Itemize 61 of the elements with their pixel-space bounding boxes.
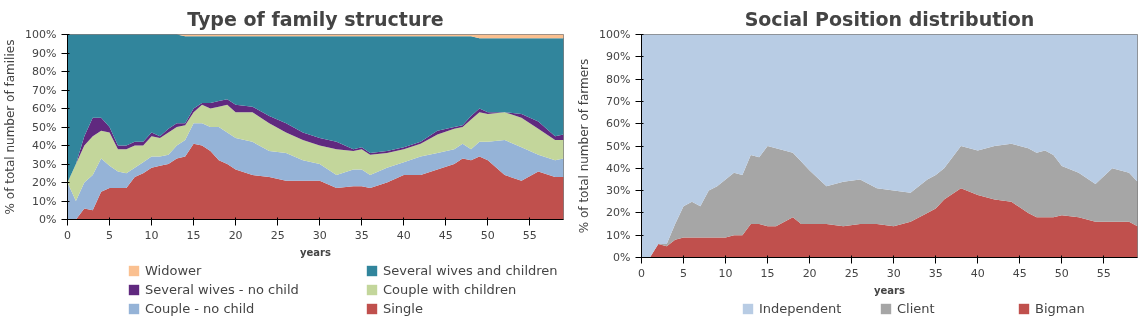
y-tick-label: 40% — [32, 139, 57, 152]
y-tick-label: 20% — [32, 176, 57, 189]
y-tick-label: 50% — [606, 139, 631, 153]
y-tick-label: 0% — [613, 251, 631, 264]
x-tick-label: 40 — [396, 228, 411, 242]
y-tick-label: 100% — [25, 28, 57, 41]
x-tick-label: 30 — [886, 266, 901, 280]
x-tick-label: 5 — [680, 266, 688, 280]
x-tick-label: 25 — [270, 228, 285, 242]
x-axis-title: years — [300, 246, 332, 258]
x-tick-label: 5 — [106, 228, 114, 242]
y-tick-label: 80% — [32, 65, 57, 78]
y-tick-label: 70% — [32, 83, 57, 97]
y-tick-label: 90% — [32, 46, 57, 60]
y-tick-label: 30% — [32, 157, 57, 171]
x-tick-label: 15 — [760, 266, 775, 280]
legend-label: Single — [383, 301, 424, 316]
x-tick-label: 50 — [1054, 266, 1069, 280]
x-tick-label: 45 — [1012, 266, 1027, 280]
legend-label: Independent — [759, 301, 843, 316]
legend-label: Couple with children — [383, 282, 518, 297]
x-tick-label: 40 — [970, 266, 985, 280]
x-tick-label: 10 — [718, 266, 733, 280]
y-tick-label: 10% — [606, 228, 631, 242]
y-tick-label: 100% — [599, 28, 631, 41]
x-tick-label: 0 — [638, 266, 645, 280]
y-tick-label: 0% — [39, 213, 57, 226]
x-tick-label: 20 — [228, 228, 243, 242]
x-tick-label: 20 — [802, 266, 817, 280]
x-tick-label: 50 — [480, 228, 495, 242]
y-axis-title: % of total number of farmers — [577, 58, 592, 234]
y-tick-label: 40% — [606, 161, 631, 175]
y-tick-label: 10% — [32, 194, 57, 208]
legend-label: Several wives - no child — [145, 282, 300, 297]
y-tick-label: 60% — [32, 102, 57, 115]
x-tick-label: 15 — [186, 228, 201, 242]
y-tick-label: 30% — [606, 184, 631, 198]
y-tick-label: 70% — [606, 94, 631, 108]
y-axis-title: % of total number of families — [3, 39, 18, 215]
legend-label: Couple - no child — [145, 301, 256, 316]
x-tick-label: 0 — [64, 228, 71, 242]
y-tick-label: 20% — [606, 206, 631, 220]
legend-label: Widower — [145, 263, 203, 278]
x-axis-title: years — [874, 284, 906, 296]
x-tick-label: 55 — [1096, 266, 1111, 280]
legend-label: Bigman — [1035, 301, 1086, 316]
x-tick-label: 55 — [522, 228, 537, 242]
chart-title: Social Position distribution — [744, 7, 1035, 30]
x-tick-label: 35 — [928, 266, 943, 280]
x-tick-label: 35 — [354, 228, 369, 242]
x-tick-label: 10 — [144, 228, 159, 242]
y-tick-label: 60% — [606, 117, 631, 131]
x-tick-label: 25 — [844, 266, 859, 280]
legend-label: Client — [897, 301, 936, 316]
y-tick-label: 80% — [606, 72, 631, 86]
x-tick-label: 30 — [312, 228, 327, 242]
legend-label: Several wives and children — [383, 263, 559, 278]
chart-title: Type of family structure — [187, 7, 444, 30]
x-tick-label: 45 — [438, 228, 453, 242]
y-tick-label: 90% — [606, 50, 631, 64]
y-tick-label: 50% — [32, 120, 57, 134]
